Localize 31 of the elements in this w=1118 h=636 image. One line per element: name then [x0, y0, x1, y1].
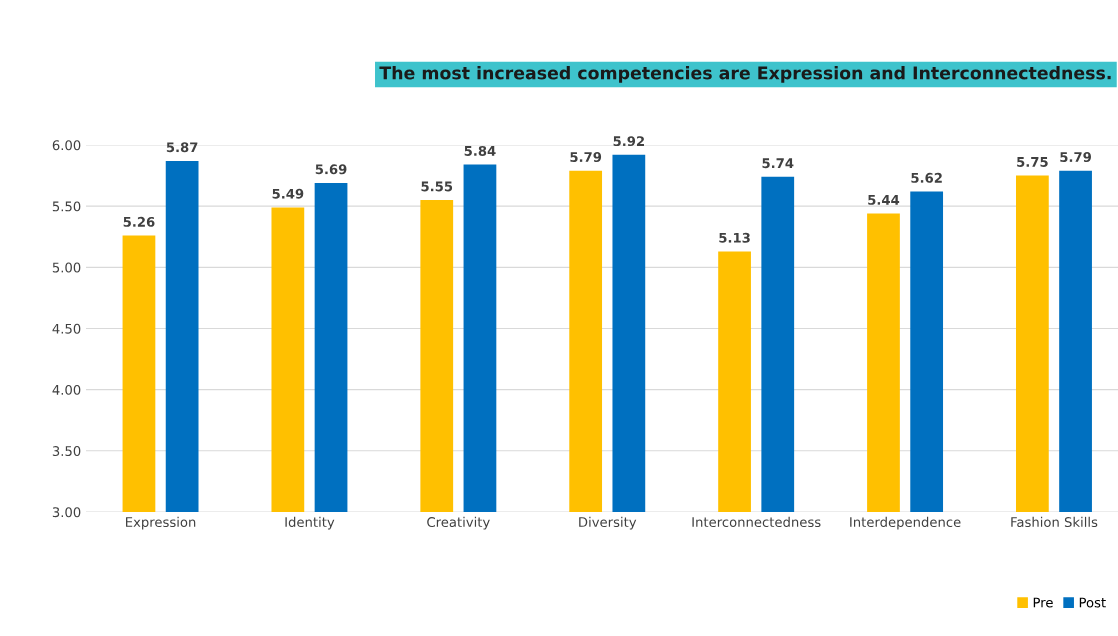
data-label: 5.44 [868, 195, 900, 205]
y-tick-label: 5.00 [52, 262, 81, 273]
y-tick-label: 6.00 [52, 140, 81, 151]
legend-label: Post [1079, 597, 1106, 608]
data-label: 5.79 [1060, 152, 1091, 163]
legend-label: Pre [1033, 597, 1053, 608]
y-tick-label: 4.50 [52, 323, 81, 334]
data-label: 5.74 [762, 158, 794, 169]
data-label: 5.26 [123, 216, 155, 227]
data-label: 5.69 [315, 164, 347, 175]
x-tick-label: Interdependence [850, 516, 961, 530]
y-tick-label: 4.00 [52, 384, 81, 395]
x-tick-label: Interconnectedness [692, 516, 821, 528]
data-label: 5.87 [166, 142, 198, 153]
data-label: 5.84 [464, 145, 496, 156]
y-tick-label: 3.00 [52, 507, 81, 518]
data-label: 5.49 [272, 188, 304, 199]
x-tick-label: Creativity [427, 516, 490, 530]
data-label: 5.92 [613, 136, 644, 147]
data-label: 5.55 [421, 181, 453, 192]
x-tick-label: Identity [285, 516, 335, 530]
y-tick-label: 5.50 [52, 201, 81, 212]
data-label: 5.79 [570, 152, 602, 163]
y-tick-label: 3.50 [52, 446, 81, 457]
x-tick-label: Diversity [579, 516, 637, 530]
data-label: 5.75 [1017, 157, 1048, 167]
data-label: 5.13 [719, 232, 750, 243]
data-label: 5.62 [911, 172, 942, 183]
x-tick-label: Fashion Skills [1011, 516, 1098, 528]
chart-title: The most increased competencies are Expression and Interconnectedness. [379, 66, 1111, 83]
x-tick-label: Expression [126, 516, 196, 530]
